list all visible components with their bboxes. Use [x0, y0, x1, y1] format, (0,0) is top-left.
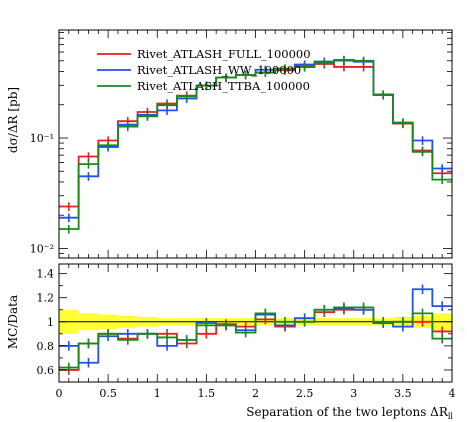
x-tick-label: 0.5	[99, 387, 117, 400]
axis-labels: dσ/ΔR [pb] MC/Data Separation of the two…	[6, 87, 453, 421]
y-tick-label: 1.4	[37, 268, 55, 281]
y-tick-label: 10⁻²	[30, 242, 54, 255]
x-tick-label: 0	[56, 387, 63, 400]
x-tick-label: 1.5	[198, 387, 216, 400]
legend: Rivet_ATLASH_FULL_100000 Rivet_ATLASH_WW_…	[97, 47, 311, 93]
legend-label: Rivet_ATLASH_TTBA_100000	[137, 79, 310, 93]
legend-label: Rivet_ATLASH_FULL_100000	[137, 47, 311, 61]
x-tick-label: 2	[252, 387, 259, 400]
main-panel: 10⁻²10⁻¹Rivet_ATLASH_FULL_100000Rivet_AT…	[30, 29, 453, 259]
y-tick-label: 10⁻¹	[30, 132, 54, 145]
x-tick-label: 1	[154, 387, 161, 400]
main-y-axis-label: dσ/ΔR [pb]	[6, 87, 20, 153]
y-tick-label: 0.6	[37, 364, 55, 377]
x-tick-label: 3.5	[394, 387, 412, 400]
y-tick-label: 1	[47, 316, 54, 329]
ratio-y-axis-label: MC/Data	[6, 295, 20, 349]
ratio-panel: 0 0.5 1 1.5 2 2.5 3 3.5 4 0.6 0.8 1 1.2 1.4	[37, 263, 456, 400]
y-tick-label: 1.2	[37, 292, 55, 305]
x-axis-label: Separation of the two leptons ΔRll	[246, 405, 453, 421]
x-axis-label-text: Separation of the two leptons ΔR	[246, 405, 449, 419]
x-tick-label: 2.5	[296, 387, 314, 400]
x-axis-label-subscript: ll	[448, 412, 454, 421]
y-tick-label: 0.8	[37, 340, 55, 353]
x-tick-label: 4	[449, 387, 456, 400]
x-tick-label: 3	[350, 387, 357, 400]
legend-label: Rivet_ATLASH_WW_100000	[137, 63, 301, 77]
